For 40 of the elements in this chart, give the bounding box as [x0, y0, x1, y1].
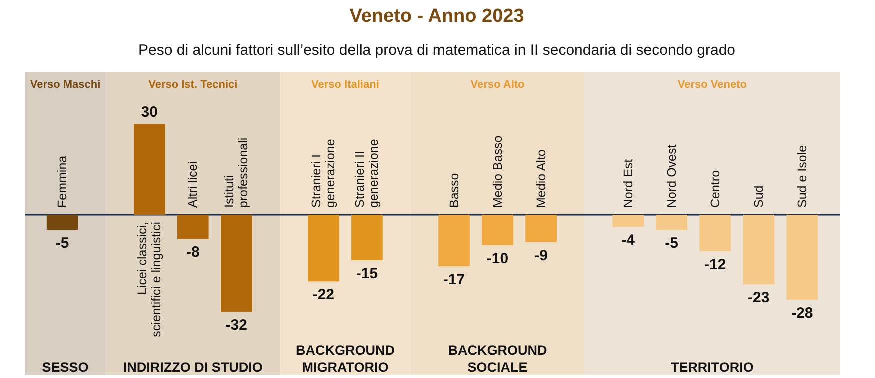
x-tick-label: Sud: [752, 186, 766, 208]
text: Verso Veneto: [678, 79, 748, 91]
x-tick-label: Licei classici, scientifici e linguistici: [136, 222, 164, 338]
data-label: -4: [622, 232, 636, 250]
text: INDIRIZZO DI STUDIO: [123, 360, 263, 375]
x-tick-label: Sud e Isole: [795, 145, 810, 208]
data-label: -5: [56, 235, 70, 252]
x-tick-label: Medio Basso: [490, 136, 505, 208]
data-label: 30: [141, 104, 158, 122]
text: SESSO: [42, 360, 89, 375]
text: TERRITORIO: [670, 360, 754, 375]
data-label: -22: [312, 286, 335, 304]
text: BACKGROUND MIGRATORIO: [296, 343, 396, 375]
data-label: -17: [443, 272, 466, 289]
x-tick-label: Femmina: [56, 156, 70, 208]
text: Verso Maschi: [30, 79, 101, 91]
text: BACKGROUND SOCIALE: [448, 343, 548, 375]
x-tick-label: Medio Alto: [534, 150, 548, 208]
chart-title: Veneto - Anno 2023: [350, 6, 524, 27]
x-tick-label: Nord Ovest: [664, 144, 679, 208]
data-label: -9: [534, 247, 548, 264]
x-tick-label: Stranieri II generazione: [353, 139, 382, 208]
data-label: -12: [704, 256, 726, 274]
chart-subtitle: Peso di alcuni fattori sull’esito della prova di matematica in II secondaria di secondo grado: [138, 42, 736, 59]
data-label: -15: [356, 265, 378, 282]
data-label: -10: [486, 250, 509, 268]
text: Verso Alto: [470, 79, 526, 91]
x-tick-label: Centro: [708, 170, 722, 208]
x-tick-label: Nord Est: [621, 158, 636, 208]
text: Verso Italiani: [312, 79, 380, 91]
x-tick-label: Altri licei: [186, 161, 200, 208]
data-label: -32: [226, 316, 248, 334]
text: Verso Ist. Tecnici: [148, 79, 238, 91]
data-label: -23: [748, 290, 770, 307]
x-tick-label: Istituti professionali: [222, 138, 251, 208]
data-label: -5: [665, 235, 679, 252]
data-label: -8: [186, 244, 200, 262]
x-tick-label: Stranieri I generazione: [310, 139, 338, 208]
x-tick-label: Basso: [447, 173, 462, 208]
data-label: -28: [792, 304, 814, 322]
